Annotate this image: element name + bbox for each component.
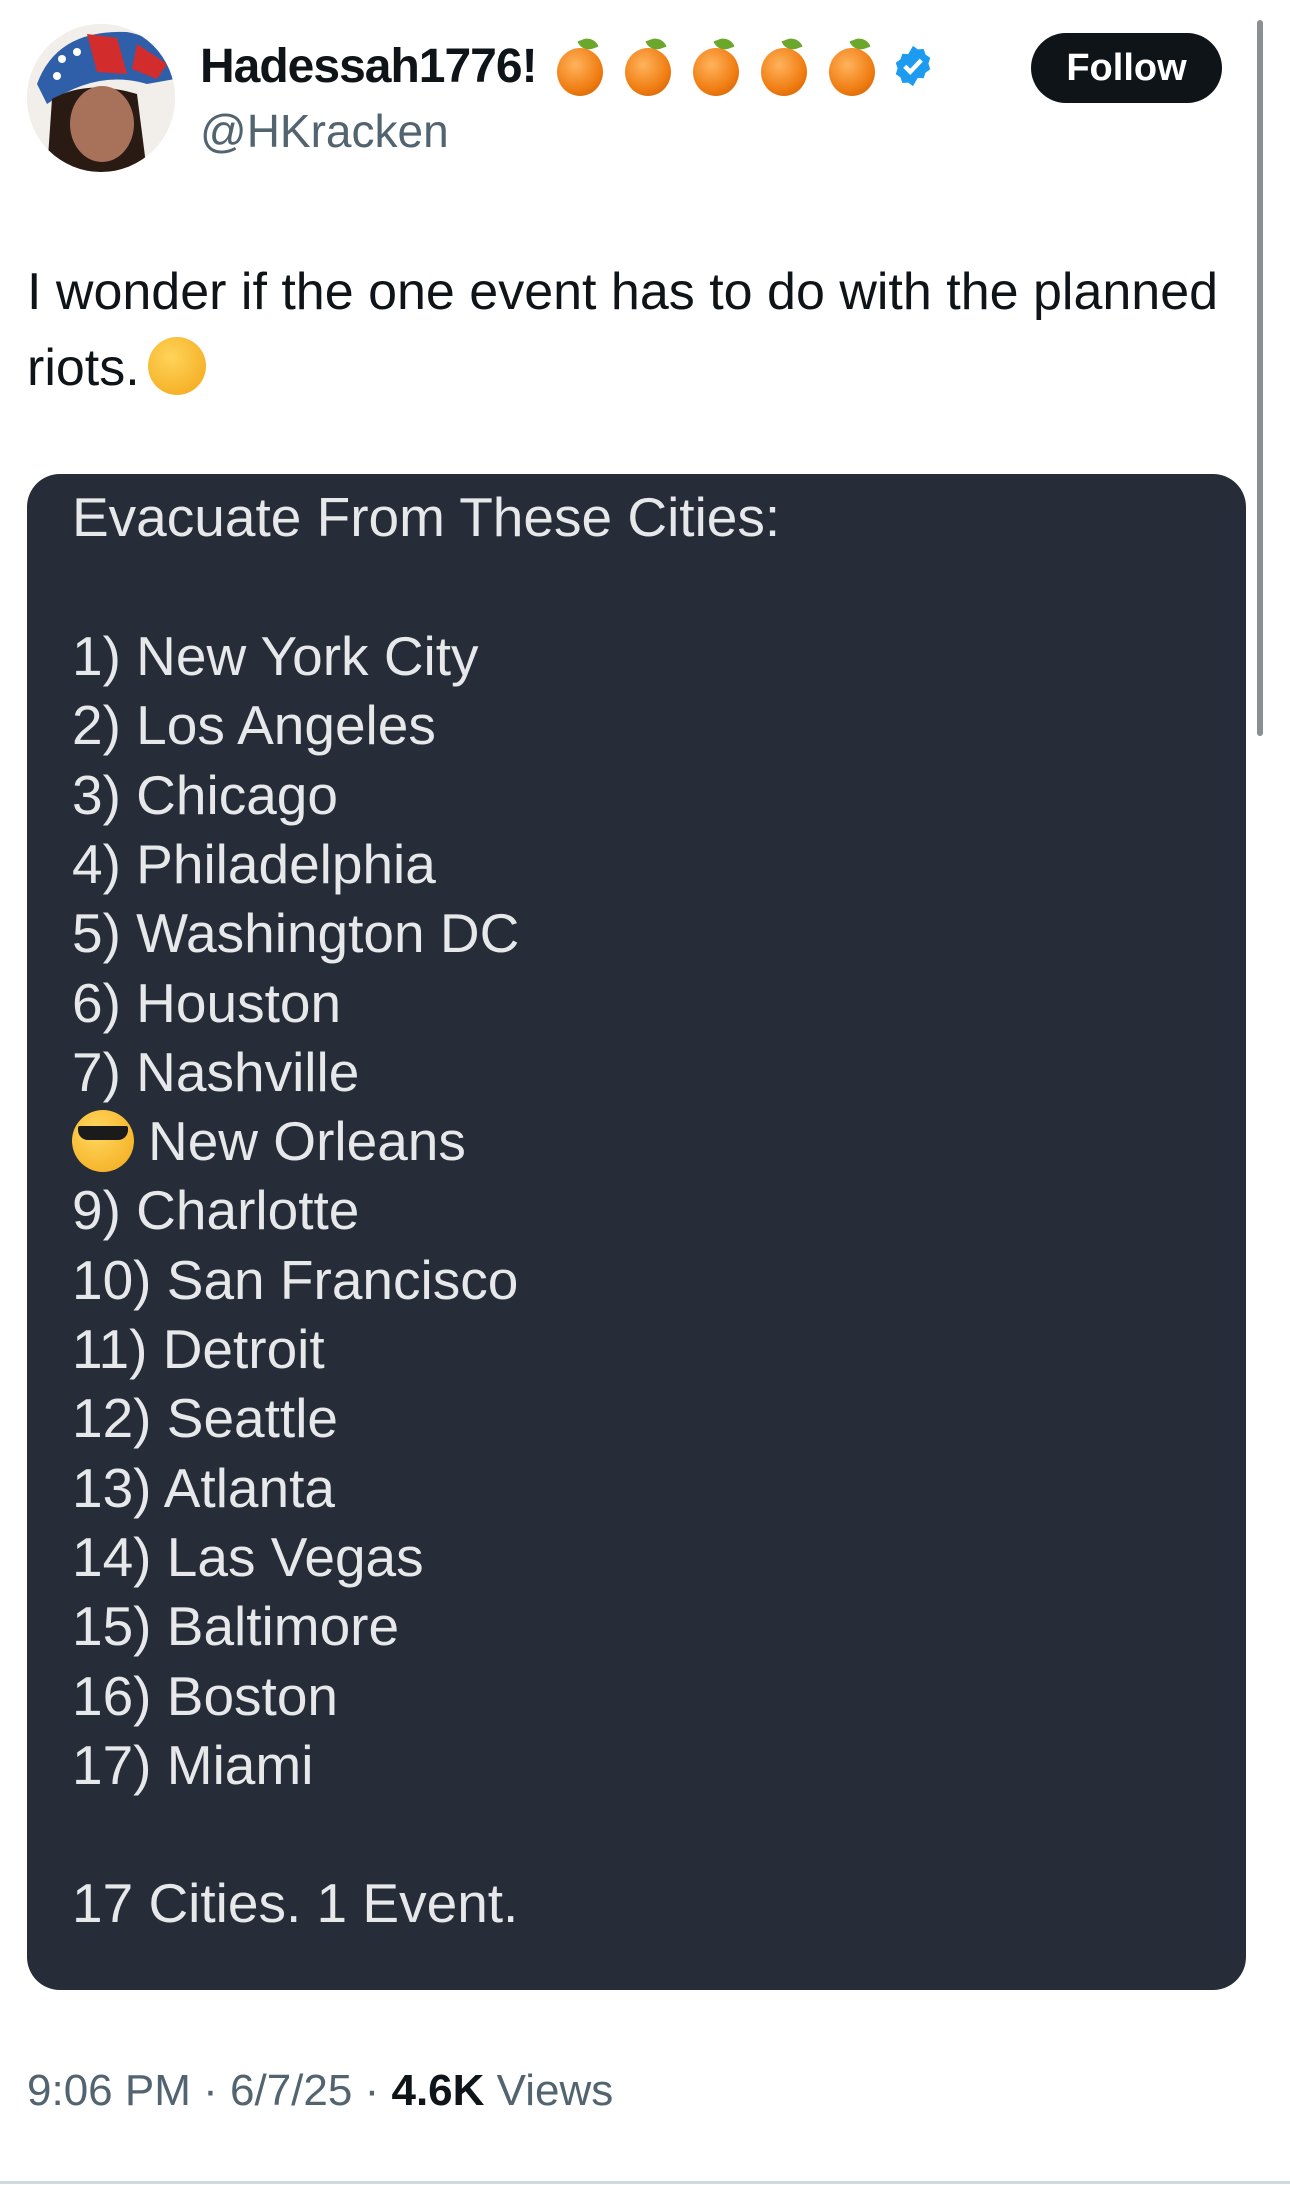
- separator: ·: [364, 2066, 380, 2115]
- city-list-item: 12) Seattle: [72, 1384, 338, 1453]
- card-heading: Evacuate From These Cities:: [72, 486, 781, 548]
- author-display-name[interactable]: Hadessah1776!: [200, 39, 538, 93]
- city-name: 9) Charlotte: [72, 1179, 360, 1242]
- city-list-item: 1) New York City: [72, 622, 479, 691]
- city-list-item: 7) Nashville: [72, 1038, 359, 1107]
- tangerine-icon: [691, 35, 741, 96]
- views-label: Views: [496, 2066, 614, 2115]
- city-name: 16) Boston: [72, 1664, 339, 1727]
- city-list-item: 17) Miami: [72, 1731, 313, 1800]
- tangerine-icon: [827, 35, 877, 96]
- city-list-item: 11) Detroit: [72, 1315, 325, 1384]
- city-name: 10) San Francisco: [72, 1248, 519, 1311]
- tweet-date[interactable]: 6/7/25: [230, 2066, 353, 2115]
- tweet-text-body: I wonder if the one event has to do with…: [27, 263, 1219, 397]
- separator: ·: [203, 2066, 218, 2115]
- city-name: 14) Las Vegas: [72, 1525, 424, 1588]
- tweet-time[interactable]: 9:06 PM: [27, 2066, 191, 2115]
- author-name-row[interactable]: Hadessah1776!: [200, 35, 935, 96]
- city-list-item: 9) Charlotte: [72, 1176, 359, 1245]
- author-handle[interactable]: @HKracken: [200, 105, 449, 157]
- city-name: 3) Chicago: [72, 763, 338, 826]
- follow-button[interactable]: Follow: [1031, 33, 1222, 103]
- city-list-item: 2) Los Angeles: [72, 691, 436, 760]
- tweet-image-card[interactable]: Evacuate From These Cities: 1) New York …: [27, 474, 1246, 1990]
- thinking-face-icon: [147, 337, 206, 395]
- city-name: 7) Nashville: [72, 1040, 360, 1103]
- city-name: 1) New York City: [72, 625, 479, 687]
- city-list-item: 4) Philadelphia: [72, 830, 436, 899]
- tangerine-icon: [555, 35, 605, 96]
- tangerine-icon: [759, 35, 809, 96]
- city-name: 11) Detroit: [72, 1318, 325, 1380]
- city-list-item: 6) Houston: [72, 969, 341, 1038]
- city-list-item: 3) Chicago: [72, 761, 338, 830]
- tweet-meta: 9:06 PM · 6/7/25 · 4.6K Views: [27, 2066, 613, 2116]
- tangerine-icon: [623, 35, 673, 96]
- city-list-item: 14) Las Vegas: [72, 1523, 424, 1592]
- tweet-text: I wonder if the one event has to do with…: [27, 254, 1227, 406]
- avatar[interactable]: [27, 24, 175, 172]
- scrollbar[interactable]: [1257, 20, 1263, 736]
- card-footer-text: 17 Cities. 1 Event.: [72, 1872, 519, 1934]
- city-list-item: 10) San Francisco: [72, 1246, 518, 1315]
- city-name: 6) Houston: [72, 971, 342, 1034]
- city-name: 17) Miami: [72, 1733, 314, 1796]
- city-name: 13) Atlanta: [72, 1456, 335, 1519]
- city-list-item: New Orleans: [72, 1107, 466, 1176]
- city-name: 12) Seattle: [72, 1387, 339, 1450]
- city-list-item: 16) Boston: [72, 1662, 338, 1731]
- city-list-item: 15) Baltimore: [72, 1592, 399, 1661]
- city-name: 2) Los Angeles: [72, 694, 436, 757]
- city-name: New Orleans: [148, 1110, 466, 1173]
- city-list-item: 5) Washington DC: [72, 899, 519, 968]
- verified-badge-icon[interactable]: [891, 44, 935, 88]
- divider: [0, 2181, 1290, 2184]
- city-name: 4) Philadelphia: [72, 832, 436, 895]
- city-name: 5) Washington DC: [72, 902, 520, 965]
- sunglasses-face-icon: [72, 1110, 134, 1173]
- city-name: 15) Baltimore: [72, 1595, 400, 1658]
- city-list-item: 13) Atlanta: [72, 1454, 335, 1523]
- views-count: 4.6K: [391, 2066, 485, 2115]
